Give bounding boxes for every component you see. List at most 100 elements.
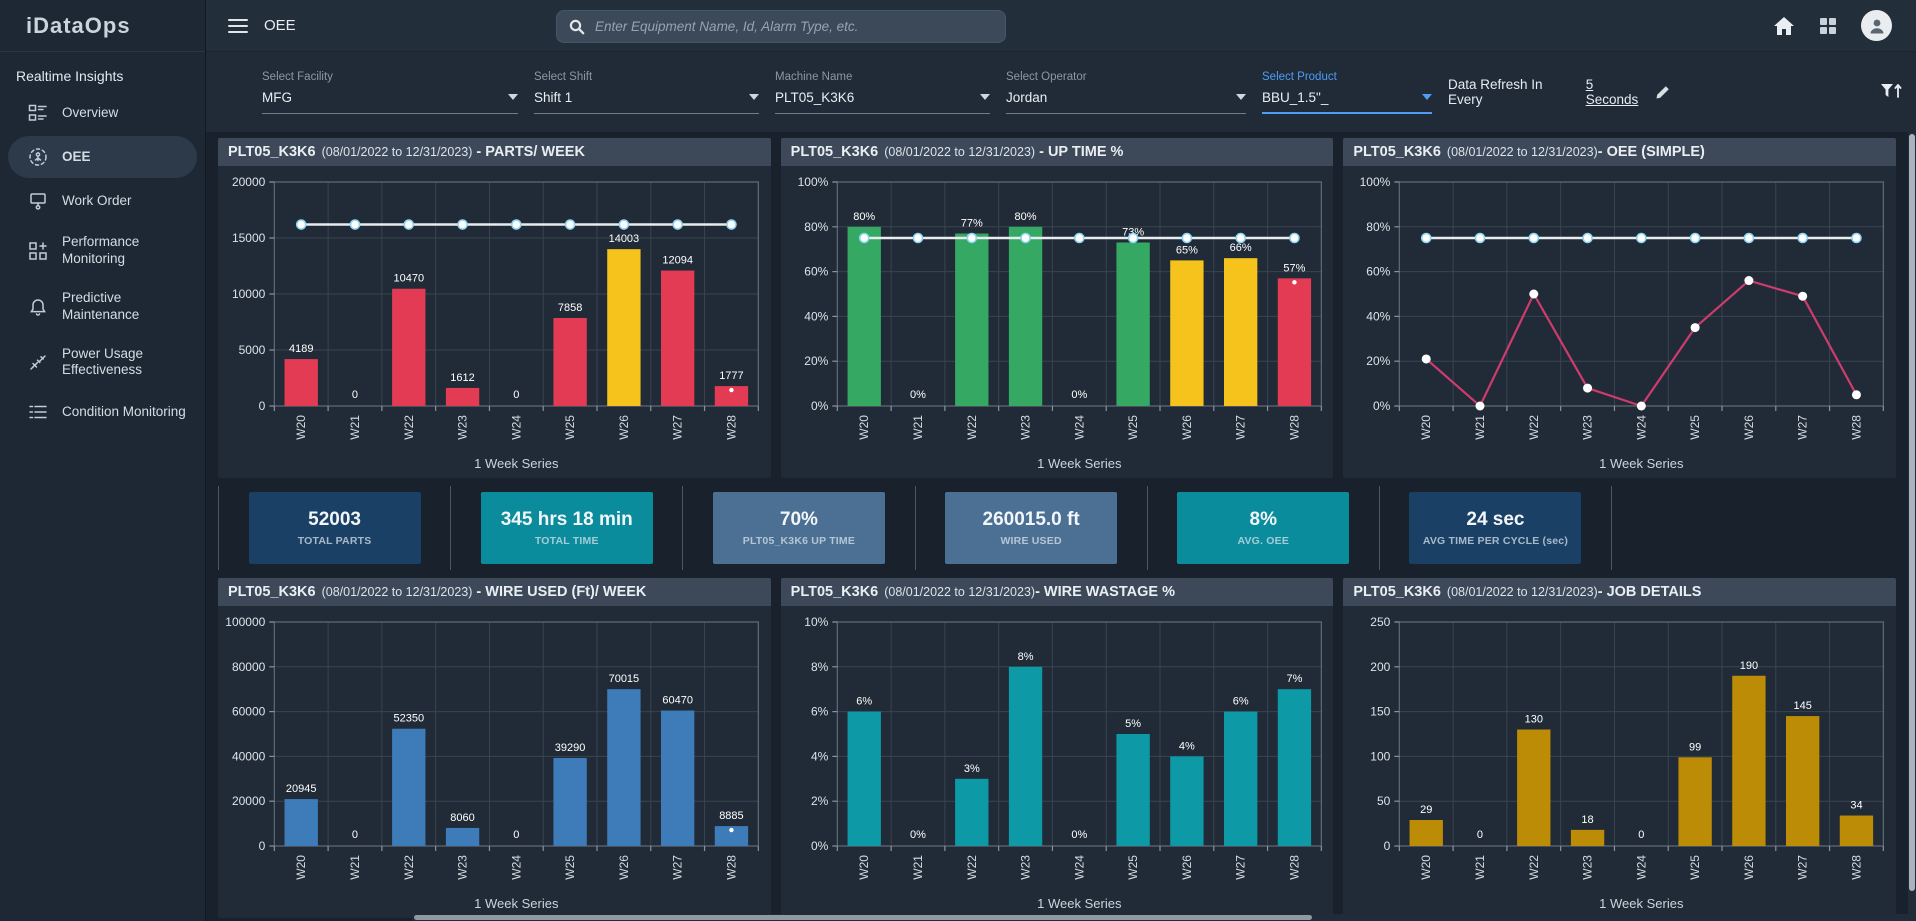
kpi-value: 70% bbox=[779, 509, 818, 530]
svg-text:W22: W22 bbox=[1527, 855, 1541, 880]
svg-text:80%: 80% bbox=[804, 220, 828, 234]
svg-text:57%: 57% bbox=[1283, 262, 1305, 274]
sidebar-item-condition-monitoring[interactable]: Condition Monitoring bbox=[8, 391, 197, 433]
data-refresh: Data Refresh In Every 5 Seconds bbox=[1448, 77, 1670, 107]
svg-text:W26: W26 bbox=[617, 855, 631, 880]
filter-select-operator[interactable]: Select Operator Jordan bbox=[1006, 71, 1246, 114]
topbar-icons bbox=[1773, 10, 1892, 41]
chart-wire-used: 0 20000 40000 60000 80000 100000 20945 0 52350 80… bbox=[218, 606, 771, 918]
svg-text:W20: W20 bbox=[857, 415, 871, 440]
filter-machine-name[interactable]: Machine Name PLT05_K3K6 bbox=[775, 71, 990, 114]
svg-text:0: 0 bbox=[1384, 839, 1391, 853]
user-avatar[interactable] bbox=[1861, 10, 1892, 41]
sidebar-item-overview[interactable]: Overview bbox=[8, 92, 197, 134]
sidebar-item-work-order[interactable]: Work Order bbox=[8, 180, 197, 222]
logo-block: iDataOps bbox=[0, 0, 205, 52]
svg-text:W28: W28 bbox=[724, 415, 738, 440]
svg-text:40000: 40000 bbox=[232, 749, 266, 763]
home-icon[interactable] bbox=[1773, 16, 1795, 36]
svg-text:12094: 12094 bbox=[662, 255, 693, 267]
svg-text:W27: W27 bbox=[1796, 415, 1810, 440]
sidebar-item-label: Work Order bbox=[62, 192, 132, 208]
svg-text:W24: W24 bbox=[1072, 415, 1086, 440]
svg-text:W21: W21 bbox=[348, 415, 362, 440]
refresh-interval-value[interactable]: 5 Seconds bbox=[1585, 77, 1639, 107]
edit-pencil-icon[interactable] bbox=[1655, 85, 1670, 100]
svg-text:10000: 10000 bbox=[232, 287, 266, 301]
kpi-cell-avg-oee: 8% AVG. OEE bbox=[1146, 486, 1379, 570]
svg-text:W21: W21 bbox=[911, 415, 925, 440]
apps-grid-icon[interactable] bbox=[1819, 17, 1837, 35]
svg-text:15000: 15000 bbox=[232, 231, 266, 245]
page-title: OEE bbox=[264, 17, 296, 34]
svg-text:W25: W25 bbox=[563, 855, 577, 880]
filter-label: Select Facility bbox=[262, 70, 333, 83]
svg-text:1 Week Series: 1 Week Series bbox=[1037, 896, 1122, 911]
chart-title-job-details: PLT05_K3K6 (08/01/2022 to 12/31/2023) - JO… bbox=[1343, 578, 1896, 606]
svg-text:W20: W20 bbox=[294, 415, 308, 440]
svg-text:70015: 70015 bbox=[609, 673, 640, 685]
svg-text:W23: W23 bbox=[1018, 855, 1032, 880]
filter-select-shift[interactable]: Select Shift Shift 1 bbox=[534, 71, 759, 114]
svg-text:W25: W25 bbox=[1126, 415, 1140, 440]
kpi-label: TOTAL TIME bbox=[534, 535, 599, 547]
svg-text:0%: 0% bbox=[1071, 829, 1087, 841]
chart-title-range: (08/01/2022 to 12/31/2023) bbox=[321, 145, 473, 159]
svg-text:14003: 14003 bbox=[609, 233, 640, 245]
svg-text:W27: W27 bbox=[671, 415, 685, 440]
filter-select-product[interactable]: Select Product BBU_1.5"_ bbox=[1262, 71, 1432, 114]
svg-text:100: 100 bbox=[1371, 749, 1391, 763]
svg-text:0%: 0% bbox=[1373, 399, 1391, 413]
chart-parts-week: 0 5000 10000 15000 20000 4189 0 10470 1612 0 7858 1… bbox=[218, 166, 771, 478]
search-input[interactable] bbox=[595, 19, 993, 34]
svg-text:W23: W23 bbox=[1581, 855, 1595, 880]
chart-title-machine: PLT05_K3K6 bbox=[228, 584, 316, 600]
svg-text:40%: 40% bbox=[1367, 309, 1391, 323]
svg-text:6%: 6% bbox=[1232, 696, 1248, 708]
kpi-tile-plt05-k3k6-up-time: 70% PLT05_K3K6 UP TIME bbox=[712, 492, 885, 564]
svg-text:W26: W26 bbox=[1180, 855, 1194, 880]
svg-text:34: 34 bbox=[1851, 800, 1863, 812]
svg-text:8060: 8060 bbox=[450, 812, 474, 824]
sidebar-item-oee[interactable]: OEE bbox=[8, 136, 197, 178]
filter-label: Select Shift bbox=[534, 70, 593, 83]
sidebar-item-power-usage-effectiveness[interactable]: Power Usage Effectiveness bbox=[8, 336, 197, 390]
svg-text:100%: 100% bbox=[797, 175, 828, 189]
kpi-cell-plt05-k3k6-up-time: 70% PLT05_K3K6 UP TIME bbox=[682, 486, 914, 570]
sidebar-item-predictive-maintenance[interactable]: Predictive Maintenance bbox=[8, 280, 197, 334]
svg-text:W24: W24 bbox=[1635, 415, 1649, 440]
kpi-cell-avg-time-per-cycle-sec: 24 sec AVG TIME PER CYCLE (sec) bbox=[1378, 486, 1613, 570]
filter-label: Select Product bbox=[1262, 70, 1337, 83]
horizontal-scrollbar[interactable] bbox=[412, 914, 1908, 921]
svg-text:0%: 0% bbox=[811, 399, 829, 413]
svg-text:W24: W24 bbox=[509, 855, 523, 880]
kpi-label: AVG. OEE bbox=[1237, 535, 1290, 547]
filter-value: BBU_1.5"_ bbox=[1262, 89, 1329, 105]
svg-text:W22: W22 bbox=[1527, 415, 1541, 440]
svg-text:W20: W20 bbox=[294, 855, 308, 880]
filter-value: PLT05_K3K6 bbox=[775, 89, 855, 105]
hamburger-menu-icon[interactable] bbox=[228, 15, 248, 37]
svg-text:0%: 0% bbox=[1071, 389, 1087, 401]
topbar: OEE bbox=[206, 0, 1916, 52]
svg-text:7%: 7% bbox=[1286, 673, 1302, 685]
svg-text:200: 200 bbox=[1371, 660, 1391, 674]
svg-text:60%: 60% bbox=[804, 265, 828, 279]
chart-title-metric: - UP TIME % bbox=[1035, 144, 1124, 160]
sidebar-item-performance-monitoring[interactable]: Performance Monitoring bbox=[8, 224, 197, 278]
svg-text:W28: W28 bbox=[1287, 415, 1301, 440]
kpi-label: PLT05_K3K6 UP TIME bbox=[742, 535, 856, 547]
vertical-scrollbar[interactable] bbox=[1908, 132, 1916, 921]
svg-text:39290: 39290 bbox=[555, 742, 586, 754]
filter-select-facility[interactable]: Select Facility MFG bbox=[262, 71, 518, 114]
sidebar-item-label: OEE bbox=[62, 148, 91, 164]
app-logo: iDataOps bbox=[26, 12, 131, 38]
svg-text:W23: W23 bbox=[1581, 415, 1595, 440]
svg-text:W20: W20 bbox=[1420, 415, 1434, 440]
kpi-value: 52003 bbox=[308, 509, 361, 530]
svg-text:0: 0 bbox=[259, 399, 266, 413]
svg-text:100000: 100000 bbox=[225, 615, 265, 629]
chevron-down-icon bbox=[508, 94, 518, 100]
filter-funnel-icon[interactable] bbox=[1880, 82, 1902, 102]
kpi-label: AVG TIME PER CYCLE (sec) bbox=[1422, 535, 1569, 547]
